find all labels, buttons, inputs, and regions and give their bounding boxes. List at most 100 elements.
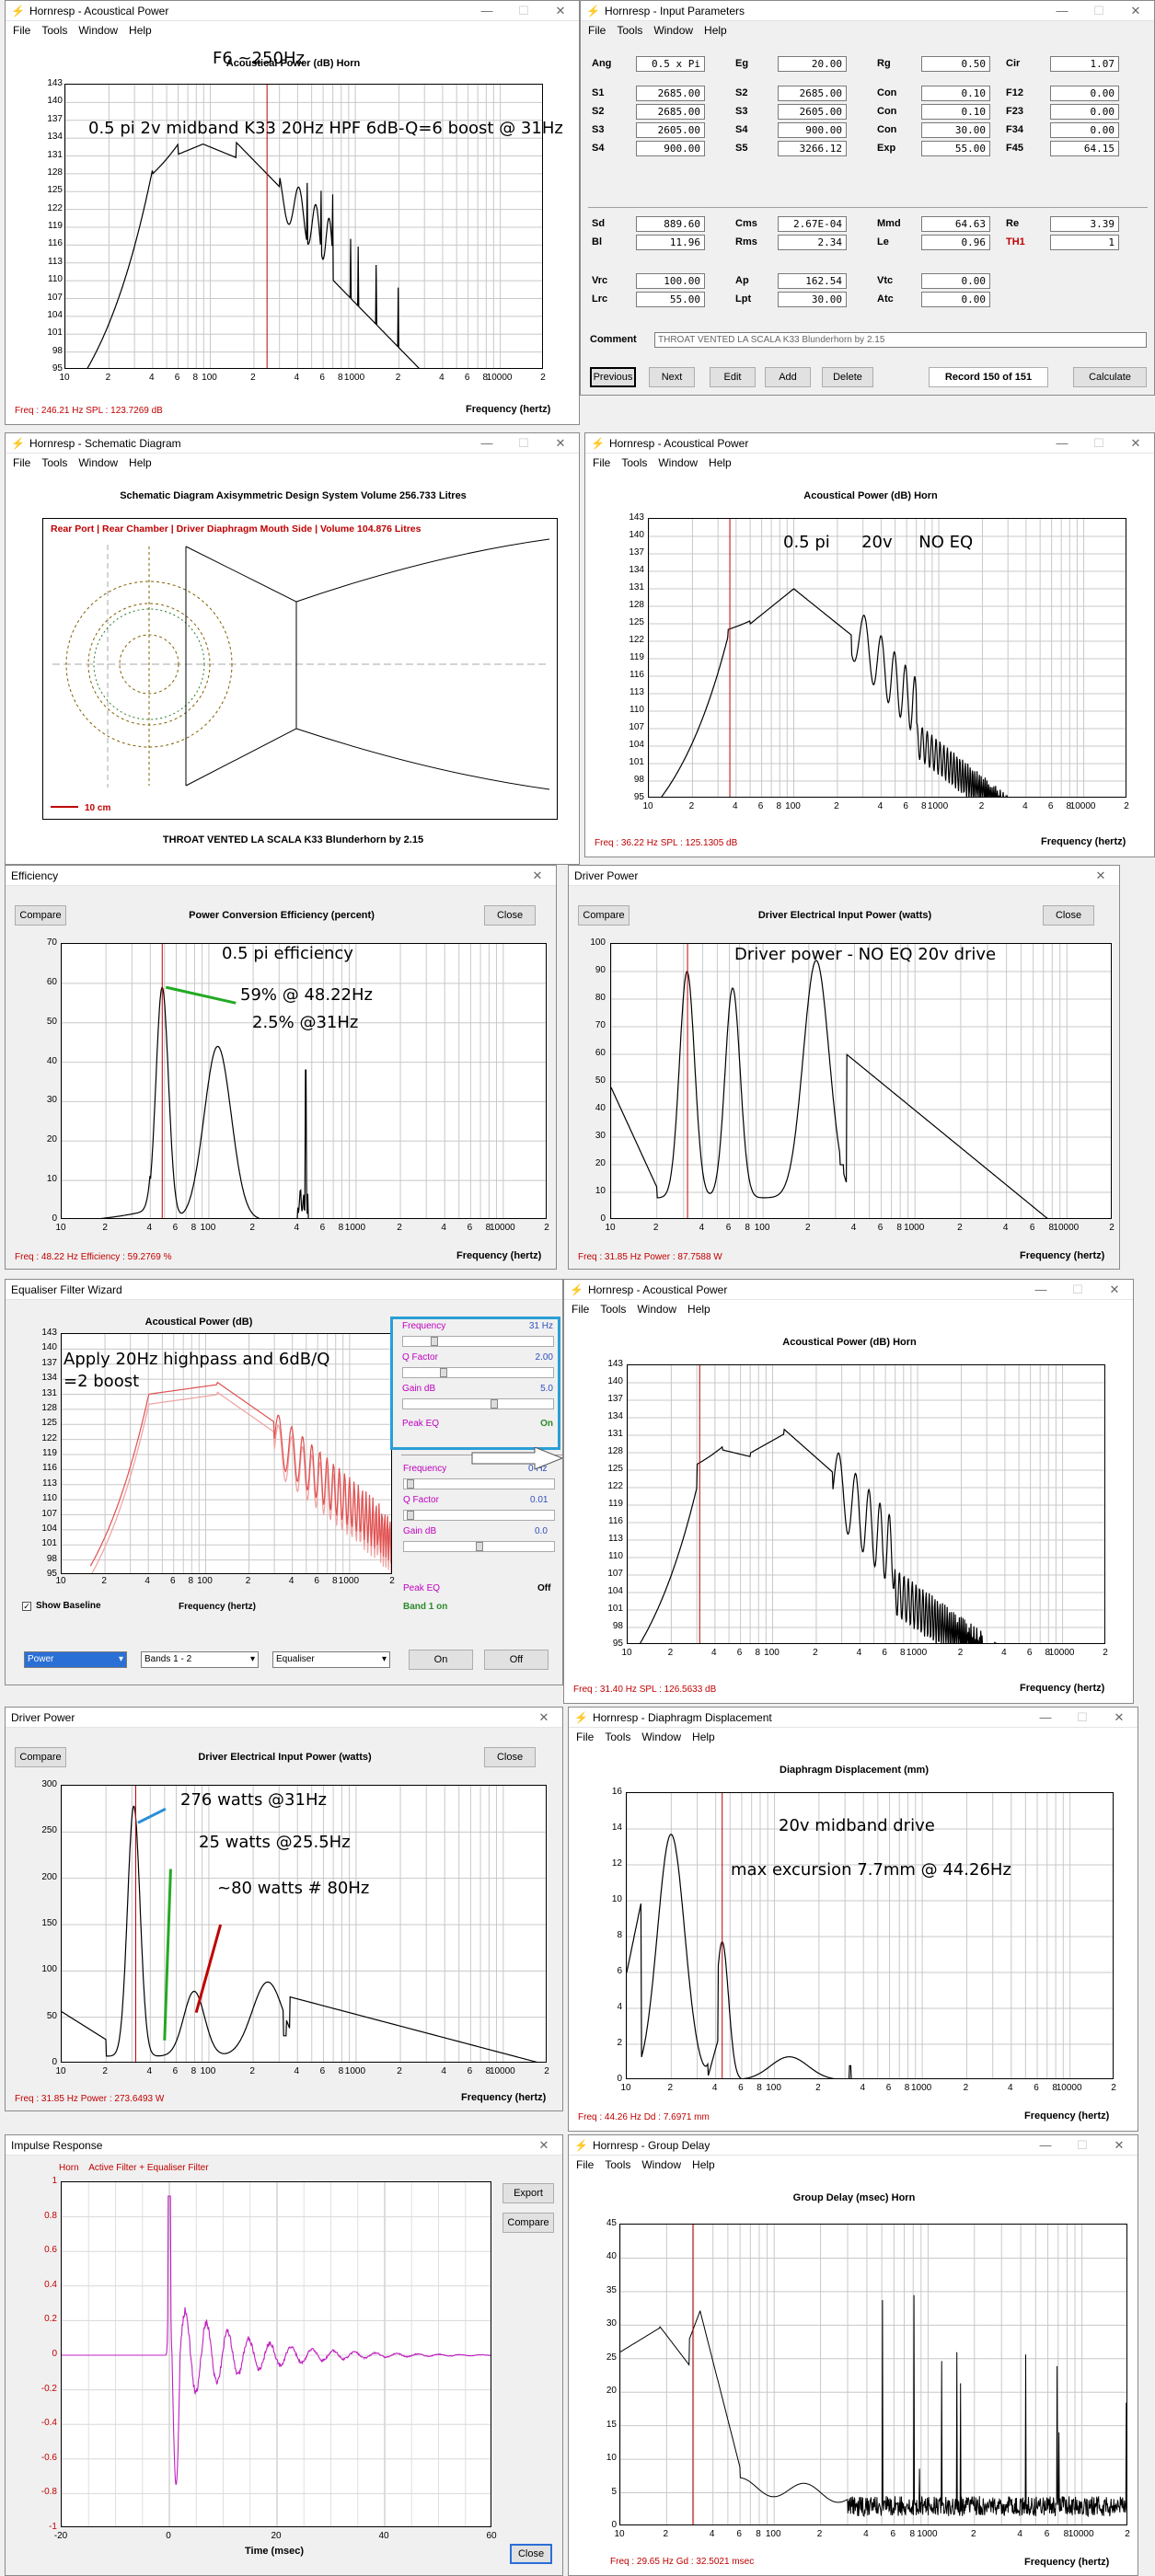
param-field[interactable]: 11.96	[636, 235, 705, 250]
maximize-button[interactable]: ☐	[1080, 433, 1117, 454]
param-field[interactable]: 0.96	[921, 235, 990, 250]
minimize-button[interactable]: —	[1027, 2135, 1064, 2156]
close-button[interactable]: ✕	[542, 1, 579, 21]
param-field[interactable]: 0.00	[1050, 104, 1119, 120]
driver-power-window-2[interactable]: Driver Power ✕ Compare Close Driver Elec…	[5, 1707, 563, 2111]
param-field[interactable]: 1	[1050, 235, 1119, 250]
menu-file[interactable]: File	[576, 1731, 594, 1743]
param-field[interactable]: 0.00	[921, 273, 990, 289]
menu-tools[interactable]: Tools	[605, 2158, 630, 2171]
param-field[interactable]: 2.34	[778, 235, 847, 250]
minimize-button[interactable]: —	[1044, 1, 1080, 21]
param-field[interactable]: 2685.00	[778, 86, 847, 101]
title-bar[interactable]: Impulse Response ✕	[6, 2135, 562, 2156]
spl-plot[interactable]	[627, 1364, 1105, 1644]
edit-button[interactable]: Edit	[710, 367, 756, 387]
band1-q-slider[interactable]	[402, 1367, 554, 1378]
menu-help[interactable]: Help	[129, 24, 152, 37]
driver-power-window-1[interactable]: Driver Power ✕ Compare Close Driver Elec…	[568, 865, 1120, 1270]
close-button[interactable]: ✕	[526, 1708, 562, 1728]
band2-peak-toggle[interactable]: Off	[537, 1583, 550, 1593]
menu-file[interactable]: File	[576, 2158, 594, 2171]
show-baseline-checkbox[interactable]: ✓	[22, 1602, 31, 1611]
band2-frequency-slider[interactable]	[403, 1478, 555, 1489]
title-bar[interactable]: ⚡ Hornresp - Schematic Diagram — ☐ ✕	[6, 433, 579, 454]
maximize-button[interactable]: ☐	[1080, 1, 1117, 21]
close-button[interactable]: ✕	[1101, 2135, 1138, 2156]
title-bar[interactable]: ⚡ Hornresp - Acoustical Power — ☐ ✕	[564, 1280, 1133, 1300]
param-field[interactable]: 0.10	[921, 104, 990, 120]
close-button[interactable]: ✕	[1117, 433, 1154, 454]
menu-help[interactable]: Help	[129, 456, 152, 469]
impulse-plot[interactable]	[61, 2181, 491, 2527]
menu-window[interactable]: Window	[78, 456, 118, 469]
param-field[interactable]: 2605.00	[636, 122, 705, 138]
close-button[interactable]: ✕	[1117, 1, 1154, 21]
efficiency-plot[interactable]	[61, 943, 547, 1219]
minimize-button[interactable]: —	[468, 1, 505, 21]
input-parameters-window[interactable]: ⚡ Hornresp - Input Parameters — ☐ ✕ File T…	[580, 0, 1155, 396]
previous-button[interactable]: Previous	[590, 367, 636, 387]
band1-peak-toggle[interactable]: On	[540, 1419, 553, 1429]
menu-tools[interactable]: Tools	[617, 24, 642, 37]
menu-help[interactable]: Help	[709, 456, 732, 469]
param-field[interactable]: 2685.00	[636, 104, 705, 120]
param-field[interactable]: 0.00	[1050, 122, 1119, 138]
delete-button[interactable]: Delete	[822, 367, 873, 387]
menu-tools[interactable]: Tools	[41, 456, 67, 469]
menu-file[interactable]: File	[13, 456, 30, 469]
calculate-button[interactable]: Calculate	[1073, 367, 1147, 387]
menu-file[interactable]: File	[572, 1303, 589, 1316]
export-button[interactable]: Export	[502, 2183, 554, 2203]
on-button[interactable]: On	[409, 1650, 473, 1670]
schematic-diagram-window[interactable]: ⚡ Hornresp - Schematic Diagram — ☐ ✕ File …	[5, 432, 580, 865]
close-button[interactable]: ✕	[1096, 1280, 1133, 1300]
band1-frequency-slider[interactable]	[402, 1336, 554, 1347]
param-field[interactable]: 0.10	[921, 86, 990, 101]
minimize-button[interactable]: —	[468, 433, 505, 454]
param-field[interactable]: 55.00	[921, 141, 990, 156]
param-field[interactable]: 30.00	[921, 122, 990, 138]
next-button[interactable]: Next	[649, 367, 695, 387]
acoustical-power-window-3[interactable]: ⚡ Hornresp - Acoustical Power — ☐ ✕ File T…	[563, 1279, 1134, 1704]
title-bar[interactable]: Driver Power ✕	[6, 1708, 562, 1728]
menu-file[interactable]: File	[13, 24, 30, 37]
title-bar[interactable]: ⚡ Hornresp - Acoustical Power — ☐ ✕	[6, 1, 579, 21]
off-button[interactable]: Off	[484, 1650, 549, 1670]
maximize-button[interactable]: ☐	[505, 433, 542, 454]
spl-plot[interactable]	[648, 518, 1126, 798]
param-field[interactable]: 0.00	[1050, 86, 1119, 101]
param-field[interactable]: 3.39	[1050, 216, 1119, 232]
close-button[interactable]: ✕	[1082, 866, 1119, 886]
maximize-button[interactable]: ☐	[1064, 2135, 1101, 2156]
acoustical-power-window-1[interactable]: ⚡ Hornresp - Acoustical Power — ☐ ✕ File T…	[5, 0, 580, 425]
menu-window[interactable]: Window	[658, 456, 698, 469]
param-field[interactable]: 889.60	[636, 216, 705, 232]
menu-tools[interactable]: Tools	[41, 24, 67, 37]
menu-help[interactable]: Help	[692, 1731, 715, 1743]
param-field[interactable]: 2685.00	[636, 86, 705, 101]
band2-q-slider[interactable]	[403, 1510, 555, 1521]
menu-help[interactable]: Help	[692, 2158, 715, 2171]
title-bar[interactable]: ⚡ Hornresp - Group Delay — ☐ ✕	[569, 2135, 1138, 2156]
bands-select[interactable]: Bands 1 - 2	[141, 1651, 259, 1668]
band1-gain-slider[interactable]	[402, 1398, 554, 1409]
param-field[interactable]: 3266.12	[778, 141, 847, 156]
menu-tools[interactable]: Tools	[600, 1303, 626, 1316]
param-field[interactable]: 64.63	[921, 216, 990, 232]
impulse-response-window[interactable]: Impulse Response ✕ Horn Active Filter + …	[5, 2134, 563, 2576]
group-delay-plot[interactable]	[619, 2224, 1127, 2525]
title-bar[interactable]: ⚡ Hornresp - Input Parameters — ☐ ✕	[581, 1, 1154, 21]
menu-tools[interactable]: Tools	[605, 1731, 630, 1743]
menu-file[interactable]: File	[588, 24, 606, 37]
menu-window[interactable]: Window	[641, 1731, 681, 1743]
param-field[interactable]: 0.50	[921, 56, 990, 72]
close-dialog-button[interactable]: Close	[510, 2544, 552, 2564]
filter-type-select[interactable]: Equaliser	[272, 1651, 390, 1668]
compare-button[interactable]: Compare	[502, 2213, 554, 2233]
add-button[interactable]: Add	[765, 367, 811, 387]
menu-window[interactable]: Window	[653, 24, 693, 37]
param-field[interactable]: 2605.00	[778, 104, 847, 120]
param-field[interactable]: 0.00	[921, 292, 990, 307]
group-delay-window[interactable]: ⚡ Hornresp - Group Delay — ☐ ✕ File Tools …	[568, 2134, 1138, 2576]
